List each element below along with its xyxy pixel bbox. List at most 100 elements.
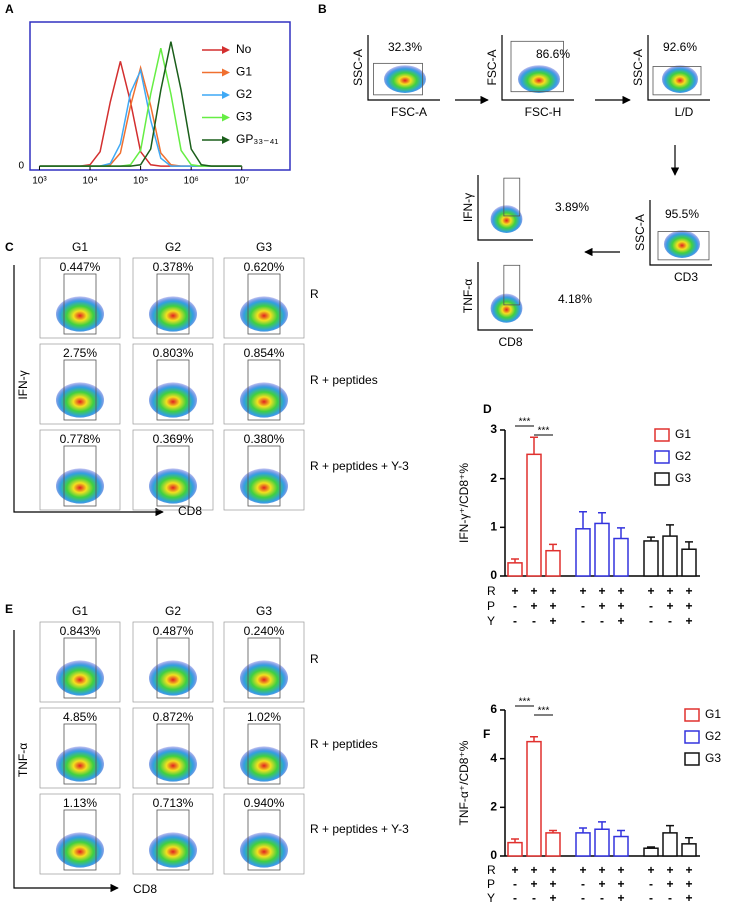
sign: - — [513, 599, 517, 613]
cell-cloud — [384, 65, 426, 93]
y-tick-label: 0 — [490, 848, 497, 862]
plot-frame — [132, 257, 214, 339]
column-header: G1 — [72, 604, 88, 618]
gate — [247, 445, 281, 507]
gate — [63, 273, 97, 335]
sign: + — [530, 863, 537, 877]
legend-label: G3 — [705, 751, 721, 765]
arrows — [13, 95, 680, 893]
cell-cloud — [149, 382, 197, 418]
percent-label: 0.778% — [60, 432, 101, 446]
plot-axes — [477, 262, 533, 331]
cell-cloud — [56, 296, 104, 332]
plot-axes — [647, 35, 710, 101]
cell-cloud — [240, 746, 288, 782]
y-tick-label: 1 — [490, 520, 497, 534]
error-bar — [617, 527, 625, 539]
percent-label: 95.5% — [665, 207, 699, 221]
x-axis-label: CD3 — [674, 270, 698, 284]
significance-label: *** — [538, 426, 550, 437]
sign: + — [549, 863, 556, 877]
plot-frame — [223, 707, 305, 789]
sign: - — [532, 614, 536, 628]
bar — [681, 548, 697, 577]
gate — [503, 177, 521, 217]
legend-swatch — [654, 472, 670, 486]
percent-label: 86.6% — [536, 47, 570, 61]
sign: - — [668, 614, 672, 628]
legend-label: G3 — [236, 110, 252, 124]
plot-frame — [132, 429, 214, 511]
gate — [373, 62, 423, 96]
y-axis-label: TNF-α — [461, 279, 475, 313]
y-axis-label: IFN-γ — [16, 370, 30, 399]
plot-frame — [132, 707, 214, 789]
legend-swatch — [684, 752, 700, 766]
sign: - — [581, 614, 585, 628]
gate — [247, 273, 281, 335]
panel-label: A — [5, 2, 14, 16]
error-bar — [530, 736, 538, 742]
significance-label: *** — [519, 417, 531, 428]
plot-frame — [223, 343, 305, 425]
sign: - — [649, 877, 653, 891]
bar — [662, 535, 678, 577]
legend-label: G1 — [236, 65, 252, 79]
x-tick-label: 10⁴ — [82, 176, 97, 187]
sign: + — [685, 891, 692, 905]
percent-label: 0.378% — [153, 260, 194, 274]
row-label: Y — [487, 891, 495, 905]
panel-label: C — [5, 240, 14, 254]
cell-cloud — [56, 382, 104, 418]
x-tick-label: 10⁵ — [133, 176, 148, 187]
x-axis-label: FSC-H — [525, 105, 562, 119]
gate — [63, 445, 97, 507]
plot-frame — [223, 429, 305, 511]
y-axis-label: IFN-γ⁺/CD8⁺% — [457, 463, 471, 543]
bar — [613, 537, 629, 577]
sign: + — [598, 584, 605, 598]
legend-label: G2 — [236, 87, 252, 101]
percent-label: 0.620% — [244, 260, 285, 274]
percent-label: 4.18% — [558, 292, 592, 306]
panel-label: B — [318, 2, 327, 16]
sign: + — [685, 599, 692, 613]
percent-label: 0.803% — [153, 346, 194, 360]
error-bar — [579, 511, 587, 529]
row-label: R + peptides + Y-3 — [310, 822, 409, 836]
error-bar — [530, 436, 538, 455]
y-axis-label: FSC-A — [485, 50, 499, 86]
error-bar — [666, 524, 674, 537]
bar — [545, 832, 561, 857]
plot-frame — [39, 621, 121, 703]
plot-frame — [132, 343, 214, 425]
sign: - — [600, 891, 604, 905]
cell-cloud — [664, 230, 700, 258]
sign: - — [581, 599, 585, 613]
bar — [507, 562, 523, 577]
plot-frame — [39, 429, 121, 511]
y-tick-label: 2 — [490, 471, 497, 485]
cell-cloud — [240, 468, 288, 504]
percent-label: 0.854% — [244, 346, 285, 360]
sign: + — [598, 599, 605, 613]
sign: + — [598, 863, 605, 877]
x-tick-label: 10³ — [32, 176, 47, 187]
sign: + — [511, 863, 518, 877]
cell-cloud — [56, 746, 104, 782]
y-tick-label: 2 — [490, 800, 497, 814]
x-tick-label: 10⁶ — [184, 176, 199, 187]
gate — [156, 273, 190, 335]
plot-frame — [39, 707, 121, 789]
row-label: R — [487, 863, 496, 877]
bar — [594, 828, 610, 857]
bar — [594, 522, 610, 577]
sign: + — [549, 584, 556, 598]
gate — [63, 637, 97, 699]
sign: - — [649, 891, 653, 905]
legend-label: G2 — [675, 449, 691, 463]
gate — [247, 723, 281, 785]
row-label: R — [310, 652, 319, 666]
sign: + — [685, 863, 692, 877]
y-tick-label: 0 — [18, 161, 24, 172]
